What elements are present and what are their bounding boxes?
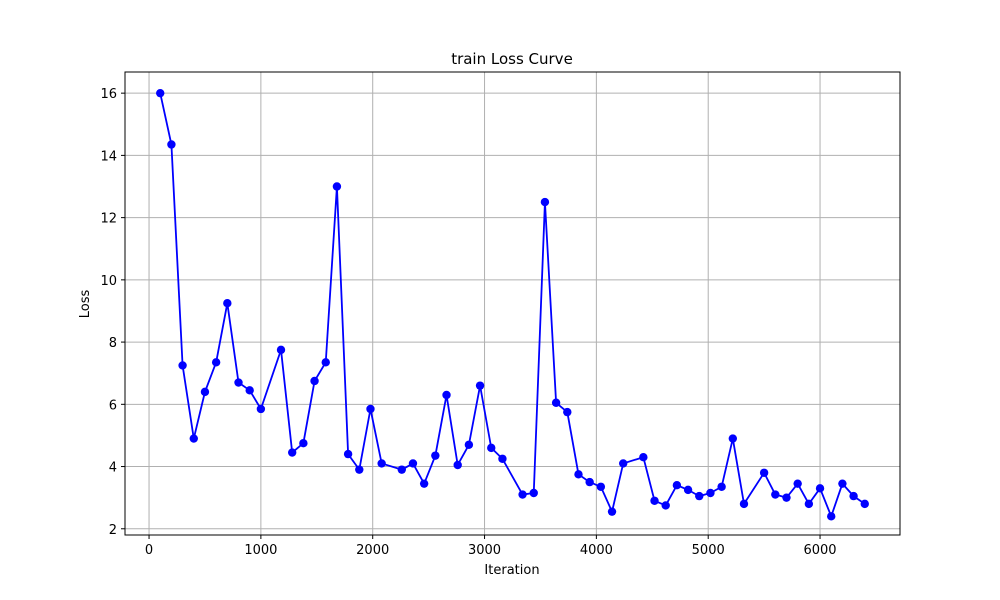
chart-title: train Loss Curve (451, 50, 573, 68)
loss-point (287, 448, 297, 457)
loss-point (518, 490, 527, 499)
x-tick-label: 6000 (803, 543, 836, 558)
loss-point (397, 465, 406, 474)
y-tick-label: 10 (100, 274, 117, 289)
loss-point (453, 460, 462, 470)
loss-point (585, 477, 594, 487)
y-tick-label: 14 (100, 149, 117, 164)
loss-point (540, 197, 550, 207)
loss-point (377, 459, 386, 468)
loss-line (159, 92, 866, 518)
y-tick-label: 8 (109, 336, 117, 351)
x-tick-label: 3000 (468, 543, 501, 558)
loss-point (815, 484, 825, 493)
loss-point (245, 386, 254, 395)
x-tick-label: 4000 (580, 543, 613, 558)
loss-point (200, 387, 210, 397)
x-tick-label: 2000 (356, 543, 389, 558)
x-tick-label: 1000 (244, 543, 277, 558)
loss-point (189, 434, 198, 443)
loss-point (487, 443, 496, 453)
loss-point (759, 468, 769, 477)
loss-point (299, 439, 308, 448)
loss-point (706, 488, 715, 498)
loss-point (661, 501, 670, 510)
loss-point (838, 479, 847, 488)
y-tick-label: 12 (100, 212, 117, 227)
y-tick-label: 6 (109, 398, 117, 413)
loss-point (860, 499, 869, 509)
y-axis-label: Loss (78, 290, 93, 319)
loss-point (343, 449, 353, 459)
loss-point (256, 404, 266, 414)
loss-point (563, 407, 572, 417)
loss-point (650, 496, 659, 505)
y-tick-label: 2 (109, 523, 117, 538)
x-tick-label: 5000 (692, 543, 725, 558)
loss-point (596, 482, 606, 491)
loss-point (529, 488, 538, 498)
loss-point (728, 434, 738, 443)
loss-point (408, 459, 418, 468)
loss-point (771, 490, 780, 499)
loss-point (431, 451, 440, 460)
loss-point (167, 140, 176, 149)
loss-point (419, 479, 429, 488)
loss-point (355, 465, 364, 474)
loss-point (276, 345, 286, 355)
loss-point (178, 361, 187, 370)
loss-point (498, 454, 507, 463)
loss-point (366, 404, 375, 414)
loss-point (156, 88, 165, 98)
loss-point (739, 499, 749, 509)
loss-point (672, 481, 682, 490)
loss-point (683, 485, 693, 495)
loss-series (156, 88, 869, 521)
loss-point (464, 440, 474, 449)
loss-point (321, 358, 330, 367)
loss-point (442, 390, 451, 400)
loss-point (804, 499, 814, 509)
loss-point (475, 381, 485, 390)
loss-point (695, 491, 704, 501)
plot-area-frame (124, 71, 901, 536)
loss-point (717, 482, 726, 491)
loss-point (793, 479, 802, 488)
loss-point (827, 512, 836, 521)
loss-point (332, 182, 342, 191)
loss-point (310, 376, 319, 386)
y-tick-label: 16 (100, 87, 117, 102)
loss-point (211, 358, 221, 367)
loss-point (619, 459, 628, 468)
loss-point (782, 493, 791, 502)
loss-point (223, 298, 232, 308)
loss-point (551, 398, 561, 407)
loss-point (574, 470, 583, 479)
loss-point (639, 453, 648, 462)
loss-point (849, 491, 858, 501)
x-tick-label: 0 (145, 543, 153, 558)
loss-point (234, 378, 243, 387)
axis-ticks: 0 1000 2000 3000 4000 5000 6000 2 4 6 8 10 12 14 16 (100, 87, 836, 558)
grid (125, 72, 900, 535)
x-axis-label: Iteration (484, 563, 539, 578)
y-tick-label: 4 (109, 461, 117, 476)
loss-point (607, 507, 617, 516)
